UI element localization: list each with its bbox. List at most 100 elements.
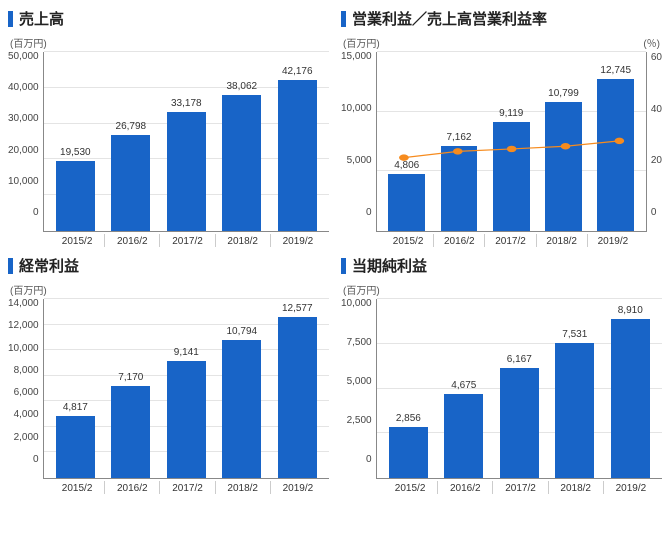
y-axis-unit: (百万円) xyxy=(10,35,329,50)
bar-slot: 7,170 xyxy=(103,299,158,478)
bar-value-label: 10,794 xyxy=(226,326,257,337)
bar: 2,856 xyxy=(389,427,428,478)
y-tick-label: 4,000 xyxy=(14,410,39,420)
y-tick-label: 2,500 xyxy=(347,416,372,426)
y-axis-unit: (百万円) xyxy=(10,282,329,297)
y-tick-label: 15,000 xyxy=(341,52,372,62)
bar-slot: 9,119 xyxy=(485,52,537,231)
chart-title: 営業利益／売上高営業利益率 xyxy=(341,8,662,29)
bars-container: 4,806 7,162 9,119 10,799 12,745 xyxy=(377,52,646,231)
y-tick-label-right: 40 xyxy=(651,104,662,115)
y-tick-label: 14,000 xyxy=(8,299,39,309)
x-tick-label: 2016/2 xyxy=(104,234,159,247)
y-tick-label: 5,000 xyxy=(347,156,372,166)
bar-slot: 4,806 xyxy=(381,52,433,231)
y-axis: 15,00010,0005,0000 xyxy=(341,52,376,232)
bar: 7,531 xyxy=(555,343,594,478)
bar: 6,167 xyxy=(500,368,539,478)
bar-slot: 42,176 xyxy=(270,52,325,231)
y-tick-label-right: 20 xyxy=(651,155,662,166)
bar: 42,176 xyxy=(278,80,317,231)
bar: 33,178 xyxy=(167,112,206,231)
y-axis-unit-right: (％) xyxy=(643,35,660,52)
bar-value-label: 26,798 xyxy=(116,121,147,132)
bar: 7,170 xyxy=(111,386,150,478)
x-tick-label: 2015/2 xyxy=(383,234,433,247)
y-tick-label: 10,000 xyxy=(8,344,39,354)
y-tick-label: 40,000 xyxy=(8,83,39,93)
chart-area: 15,000 10,000 5,000 0 4,806 7,162 9,119 10,799 1… xyxy=(341,52,662,232)
x-tick-label: 2019/2 xyxy=(270,481,325,494)
y-tick-label: 30,000 xyxy=(8,114,39,124)
bar-slot: 12,745 xyxy=(590,52,642,231)
y-axis-unit: (百万円) xyxy=(343,35,380,50)
y-tick-label-right: 0 xyxy=(651,207,657,218)
bars-container: 19,53026,79833,17838,06242,176 xyxy=(44,52,329,231)
chart-title: 当期純利益 xyxy=(341,255,662,276)
panel-ordinary: 経常利益(百万円)14,00012,00010,0008,0006,0004,0… xyxy=(8,255,329,494)
y-tick-label: 0 xyxy=(33,455,39,465)
x-tick-label: 2017/2 xyxy=(492,481,547,494)
bar: 4,806 xyxy=(388,174,425,231)
bar-value-label: 2,856 xyxy=(396,413,421,424)
panel-net_income: 当期純利益(百万円)10,0007,5005,0002,50002,8564,6… xyxy=(341,255,662,494)
y-tick-label: 20,000 xyxy=(8,146,39,156)
bar-slot: 7,162 xyxy=(433,52,485,231)
bar-value-label: 9,119 xyxy=(499,108,523,119)
x-tick-label: 2019/2 xyxy=(603,481,658,494)
y-tick-label: 10,000 xyxy=(341,104,372,114)
title-text: 当期純利益 xyxy=(352,255,427,276)
bar-value-label: 6,167 xyxy=(507,354,532,365)
x-tick-label: 2015/2 xyxy=(50,481,104,494)
y-axis-right: 6040200 xyxy=(647,52,662,232)
bar-slot: 10,799 xyxy=(537,52,589,231)
bar: 19,530 xyxy=(56,161,95,231)
bar-slot: 19,530 xyxy=(48,52,103,231)
x-tick-label: 2016/2 xyxy=(433,234,484,247)
x-axis: 2015/22016/22017/22018/22019/2 xyxy=(379,479,662,494)
x-tick-label: 2019/2 xyxy=(587,234,638,247)
panel-op_income: 営業利益／売上高営業利益率(百万円)(％)15,00010,0005,00004… xyxy=(341,8,662,247)
bar: 26,798 xyxy=(111,135,150,231)
y-tick-label: 7,500 xyxy=(347,338,372,348)
y-tick-label: 0 xyxy=(366,455,372,465)
bar: 12,577 xyxy=(278,317,317,478)
bar-value-label: 4,806 xyxy=(394,160,419,171)
y-tick-label: 50,000 xyxy=(8,52,39,62)
x-tick-label: 2015/2 xyxy=(50,234,104,247)
y-axis: 50,00040,00030,00020,00010,0000 xyxy=(8,52,43,232)
bar-value-label: 12,745 xyxy=(600,65,631,76)
bar: 9,141 xyxy=(167,361,206,478)
y-axis-unit: (百万円) xyxy=(343,282,662,297)
x-tick-label: 2017/2 xyxy=(159,234,214,247)
bar: 10,794 xyxy=(222,340,261,478)
x-axis: 2015/22016/22017/22018/22019/2 xyxy=(46,479,329,494)
x-tick-label: 2017/2 xyxy=(484,234,535,247)
title-text: 売上高 xyxy=(19,8,64,29)
bar-value-label: 7,170 xyxy=(118,372,143,383)
x-axis: 2015/22016/22017/22018/22019/2 xyxy=(46,232,329,247)
title-text: 経常利益 xyxy=(19,255,79,276)
y-tick-label: 10,000 xyxy=(8,177,39,187)
plot-region: 2,8564,6756,1677,5318,910 xyxy=(376,299,662,479)
bar-value-label: 4,817 xyxy=(63,402,88,413)
accent-bar-icon xyxy=(8,258,13,274)
chart-title: 売上高 xyxy=(8,8,329,29)
panel-sales: 売上高(百万円)50,00040,00030,00020,00010,00001… xyxy=(8,8,329,247)
bar-value-label: 7,162 xyxy=(446,132,471,143)
bar-slot: 8,910 xyxy=(603,299,658,478)
x-tick-label: 2018/2 xyxy=(215,234,270,247)
bar-slot: 4,817 xyxy=(48,299,103,478)
x-tick-label: 2017/2 xyxy=(159,481,214,494)
x-axis: 2015/22016/22017/22018/22019/2 xyxy=(379,232,642,247)
bar-value-label: 10,799 xyxy=(548,88,579,99)
bar-slot: 38,062 xyxy=(214,52,269,231)
x-tick-label: 2016/2 xyxy=(104,481,159,494)
bar-value-label: 7,531 xyxy=(562,329,587,340)
bars-container: 4,817 7,170 9,141 10,794 12,577 xyxy=(44,299,329,478)
plot-region: 19,53026,79833,17838,06242,176 xyxy=(43,52,329,232)
y-axis: 14,00012,00010,0008,0006,0004,0002,0000 xyxy=(8,299,43,479)
bar-value-label: 19,530 xyxy=(60,147,91,158)
bar-value-label: 33,178 xyxy=(171,98,202,109)
chart-area: 14,00012,00010,0008,0006,0004,0002,00004… xyxy=(8,299,329,479)
